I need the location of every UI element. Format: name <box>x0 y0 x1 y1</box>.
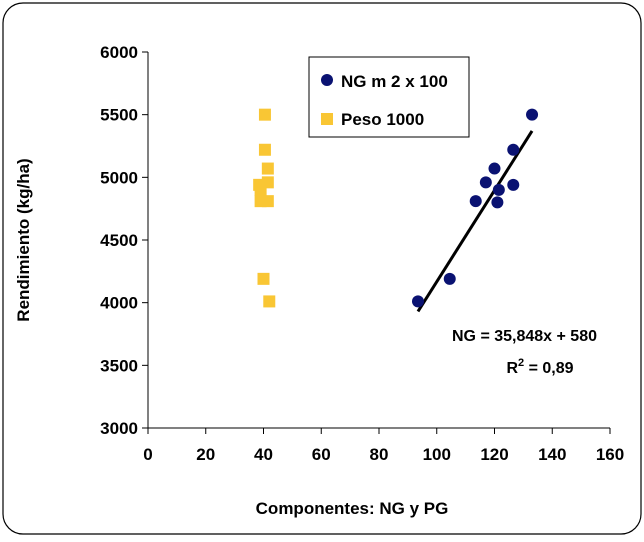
y-ticks: 3000 3500 4000 4500 5000 5500 6000 <box>100 43 148 438</box>
legend-marker-peso <box>321 113 333 125</box>
equation-label: NG = 35,848x + 580 <box>452 328 597 345</box>
data-point-ng <box>443 272 456 285</box>
data-point-peso <box>261 162 274 175</box>
y-tick-label: 5000 <box>100 168 138 187</box>
y-tick-label: 4000 <box>100 294 138 313</box>
data-point-peso <box>257 272 270 285</box>
y-tick-label: 3500 <box>100 356 138 375</box>
x-ticks: 0 20 40 60 80 100 120 140 160 <box>143 428 624 464</box>
x-tick-label: 60 <box>312 445 331 464</box>
data-point-ng <box>507 178 520 191</box>
x-tick-label: 140 <box>538 445 566 464</box>
data-point-ng <box>526 108 539 121</box>
x-tick-label: 20 <box>196 445 215 464</box>
data-point-peso <box>258 108 271 121</box>
legend-label-ng: NG m 2 x 100 <box>341 72 448 91</box>
y-tick-label: 4500 <box>100 231 138 250</box>
y-tick-label: 5500 <box>100 106 138 125</box>
data-point-ng <box>491 196 504 209</box>
x-tick-label: 120 <box>480 445 508 464</box>
data-points <box>253 108 539 308</box>
x-tick-label: 0 <box>143 445 152 464</box>
x-tick-label: 80 <box>370 445 389 464</box>
y-tick-label: 6000 <box>100 43 138 62</box>
x-tick-label: 160 <box>596 445 624 464</box>
x-tick-label: 40 <box>254 445 273 464</box>
data-point-peso <box>263 295 276 308</box>
data-point-peso <box>254 183 267 196</box>
data-point-peso <box>254 195 267 208</box>
data-point-ng <box>411 295 424 308</box>
data-point-peso <box>258 143 271 156</box>
legend-marker-ng <box>321 74 333 86</box>
data-point-ng <box>492 183 505 196</box>
y-axis-label: Rendimiento (kg/ha) <box>14 158 33 321</box>
legend-label-peso: Peso 1000 <box>341 110 424 129</box>
legend-box <box>308 56 470 138</box>
x-axis-label: Componentes: NG y PG <box>256 499 449 518</box>
data-point-ng <box>479 176 492 189</box>
legend: NG m 2 x 100 Peso 1000 <box>308 56 470 138</box>
y-tick-label: 3000 <box>100 419 138 438</box>
chart-area-border <box>2 2 642 535</box>
x-tick-label: 100 <box>423 445 451 464</box>
data-point-ng <box>507 143 520 156</box>
data-point-ng <box>469 195 482 208</box>
data-point-ng <box>488 162 501 175</box>
trendline <box>416 130 534 313</box>
data-point-peso <box>261 195 274 208</box>
r-squared-label: R2 = 0,89 <box>506 357 573 377</box>
